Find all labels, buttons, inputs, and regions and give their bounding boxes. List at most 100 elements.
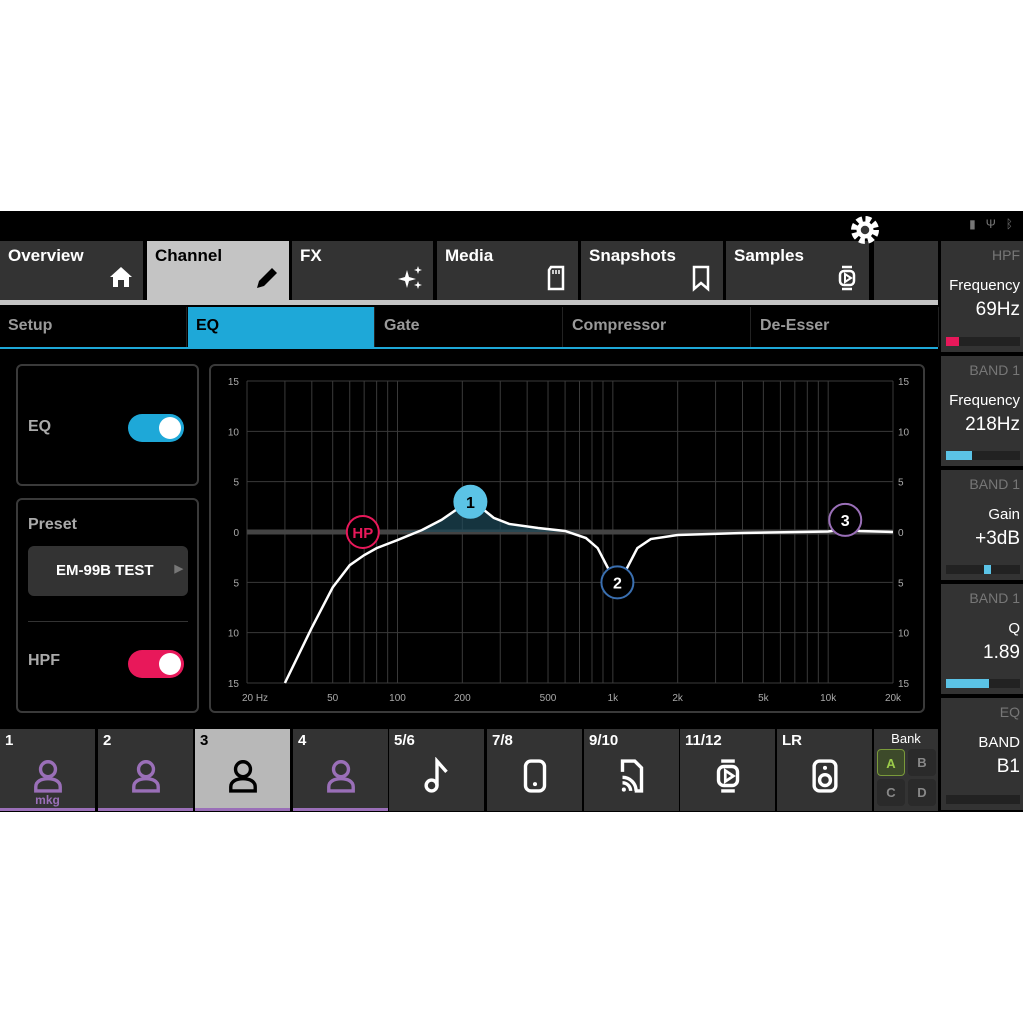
usb-icon: Ψ — [985, 217, 996, 231]
param-value: 1.89 — [983, 642, 1020, 663]
channel-underline — [195, 808, 290, 811]
channel-underline — [293, 808, 388, 811]
bluetooth-icon: ᛒ — [1005, 217, 1013, 231]
y-tick-label: 10 — [898, 427, 910, 438]
channel-label: 3 — [200, 732, 209, 749]
subtab-setup[interactable]: Setup — [0, 307, 187, 347]
bank-b-button[interactable]: B — [908, 749, 936, 776]
subtab-label: EQ — [196, 317, 220, 334]
param-panel[interactable]: BAND 1 Q 1.89 — [941, 584, 1023, 694]
x-tick-label: 2k — [672, 693, 684, 704]
channel-2[interactable]: 2 — [98, 729, 193, 811]
person-icon — [228, 760, 257, 793]
y-tick-label: 10 — [228, 629, 240, 640]
channel-9/10[interactable]: 9/10 — [584, 729, 679, 811]
bank-a-button[interactable]: A — [877, 749, 905, 776]
eq-node-label: HP — [352, 525, 373, 542]
eq-node-circle[interactable] — [453, 484, 488, 519]
tab-fx[interactable]: FX — [292, 241, 433, 300]
y-tick-label: 0 — [233, 528, 239, 539]
param-label: Frequency — [949, 392, 1020, 409]
bank-c-button[interactable]: C — [877, 779, 905, 806]
tab-snapshots[interactable]: Snapshots — [581, 241, 723, 300]
status-icons: ▮ Ψ ᛒ — [969, 217, 1013, 231]
preset-selector[interactable]: EM-99B TEST ▶ — [28, 546, 188, 596]
x-tick-label: 20k — [885, 693, 902, 704]
eq-label: EQ — [28, 418, 52, 435]
subtab-gate[interactable]: Gate — [376, 307, 563, 347]
channel-label: 2 — [103, 732, 112, 749]
param-panel[interactable]: EQ BAND B1 — [941, 698, 1023, 810]
subtab-compressor[interactable]: Compressor — [564, 307, 751, 347]
channel-5/6[interactable]: 5/6 — [389, 729, 484, 811]
play-arrow-icon: ▶ — [174, 563, 183, 575]
channel-4[interactable]: 4 — [293, 729, 388, 811]
channel-label: 9/10 — [589, 732, 619, 749]
subtab-eq[interactable]: EQ — [188, 307, 375, 347]
eq-node-hp[interactable]: HP — [345, 515, 380, 549]
x-tick-label: 1k — [608, 693, 620, 704]
eq-node-circle[interactable] — [600, 565, 635, 600]
param-value: 69Hz — [975, 299, 1020, 320]
param-panel[interactable]: BAND 1 Gain +3dB — [941, 470, 1023, 580]
pencil-icon — [257, 268, 277, 288]
tab-channel[interactable]: Channel — [147, 241, 289, 300]
x-tick-label: 50 — [327, 693, 339, 704]
tab-label: Samples — [734, 246, 804, 265]
channel-underline — [98, 808, 193, 811]
param-level-bar[interactable] — [946, 679, 1020, 688]
x-tick-label: 200 — [454, 693, 471, 704]
tab-label: Overview — [8, 246, 84, 265]
channel-3[interactable]: 3 — [195, 729, 290, 811]
channel-11/12[interactable]: 11/12 — [680, 729, 775, 811]
bank-label: Bank — [891, 731, 921, 746]
y-tick-label: 5 — [233, 478, 239, 489]
eq-node-1[interactable]: 1 — [453, 484, 488, 519]
x-tick-label: 10k — [820, 693, 837, 704]
eq-node-3[interactable]: 3 — [828, 502, 863, 537]
channel-LR[interactable]: LR — [777, 729, 872, 811]
tab-samples[interactable]: Samples — [726, 241, 869, 300]
param-level-bar[interactable] — [946, 795, 1020, 804]
param-level-bar[interactable] — [946, 337, 1020, 346]
eq-node-circle[interactable] — [828, 502, 863, 537]
mixer-app: ▮ Ψ ᛒ Overview Channel FX Media Snapshots Sam… — [0, 211, 1023, 812]
x-tick-label: 500 — [540, 693, 557, 704]
subtab-de-esser[interactable]: De-Esser — [752, 307, 939, 347]
channel-name: mkg — [35, 793, 60, 807]
tab-media[interactable]: Media — [437, 241, 578, 300]
phone-icon — [523, 759, 546, 793]
channel-1[interactable]: 1 mkg — [0, 729, 95, 811]
param-header: BAND 1 — [969, 476, 1020, 492]
param-level-bar[interactable] — [946, 565, 1020, 574]
tab-bar-indicator — [0, 300, 938, 305]
tab-settings[interactable] — [851, 216, 938, 300]
channel-label: LR — [782, 732, 802, 749]
param-panel[interactable]: HPF Frequency 69Hz — [941, 241, 1023, 352]
eq-toggle[interactable] — [128, 414, 184, 442]
param-label: Frequency — [949, 277, 1020, 294]
preset-value: EM-99B TEST — [56, 562, 154, 579]
eq-node-label: 3 — [841, 513, 850, 530]
person-icon — [33, 760, 62, 793]
x-tick-label: 20 Hz — [242, 693, 268, 704]
hpf-label: HPF — [28, 652, 60, 669]
param-level-bar[interactable] — [946, 451, 1020, 460]
subtab-label: De-Esser — [760, 317, 830, 334]
param-value: 218Hz — [965, 414, 1020, 435]
bank-d-button[interactable]: D — [908, 779, 936, 806]
subtab-underline — [0, 347, 938, 349]
home-icon — [110, 267, 132, 287]
tab-label: FX — [300, 246, 322, 265]
music-note-icon — [423, 757, 448, 793]
hpf-toggle[interactable] — [128, 650, 184, 678]
tab-overview[interactable]: Overview — [0, 241, 143, 300]
subtab-label: Compressor — [572, 317, 667, 334]
eq-node-2[interactable]: 2 — [600, 565, 635, 600]
channel-7/8[interactable]: 7/8 — [487, 729, 582, 811]
eq-node-circle[interactable] — [345, 515, 380, 549]
param-panel[interactable]: BAND 1 Frequency 218Hz — [941, 356, 1023, 466]
sampler-icon — [716, 759, 739, 793]
